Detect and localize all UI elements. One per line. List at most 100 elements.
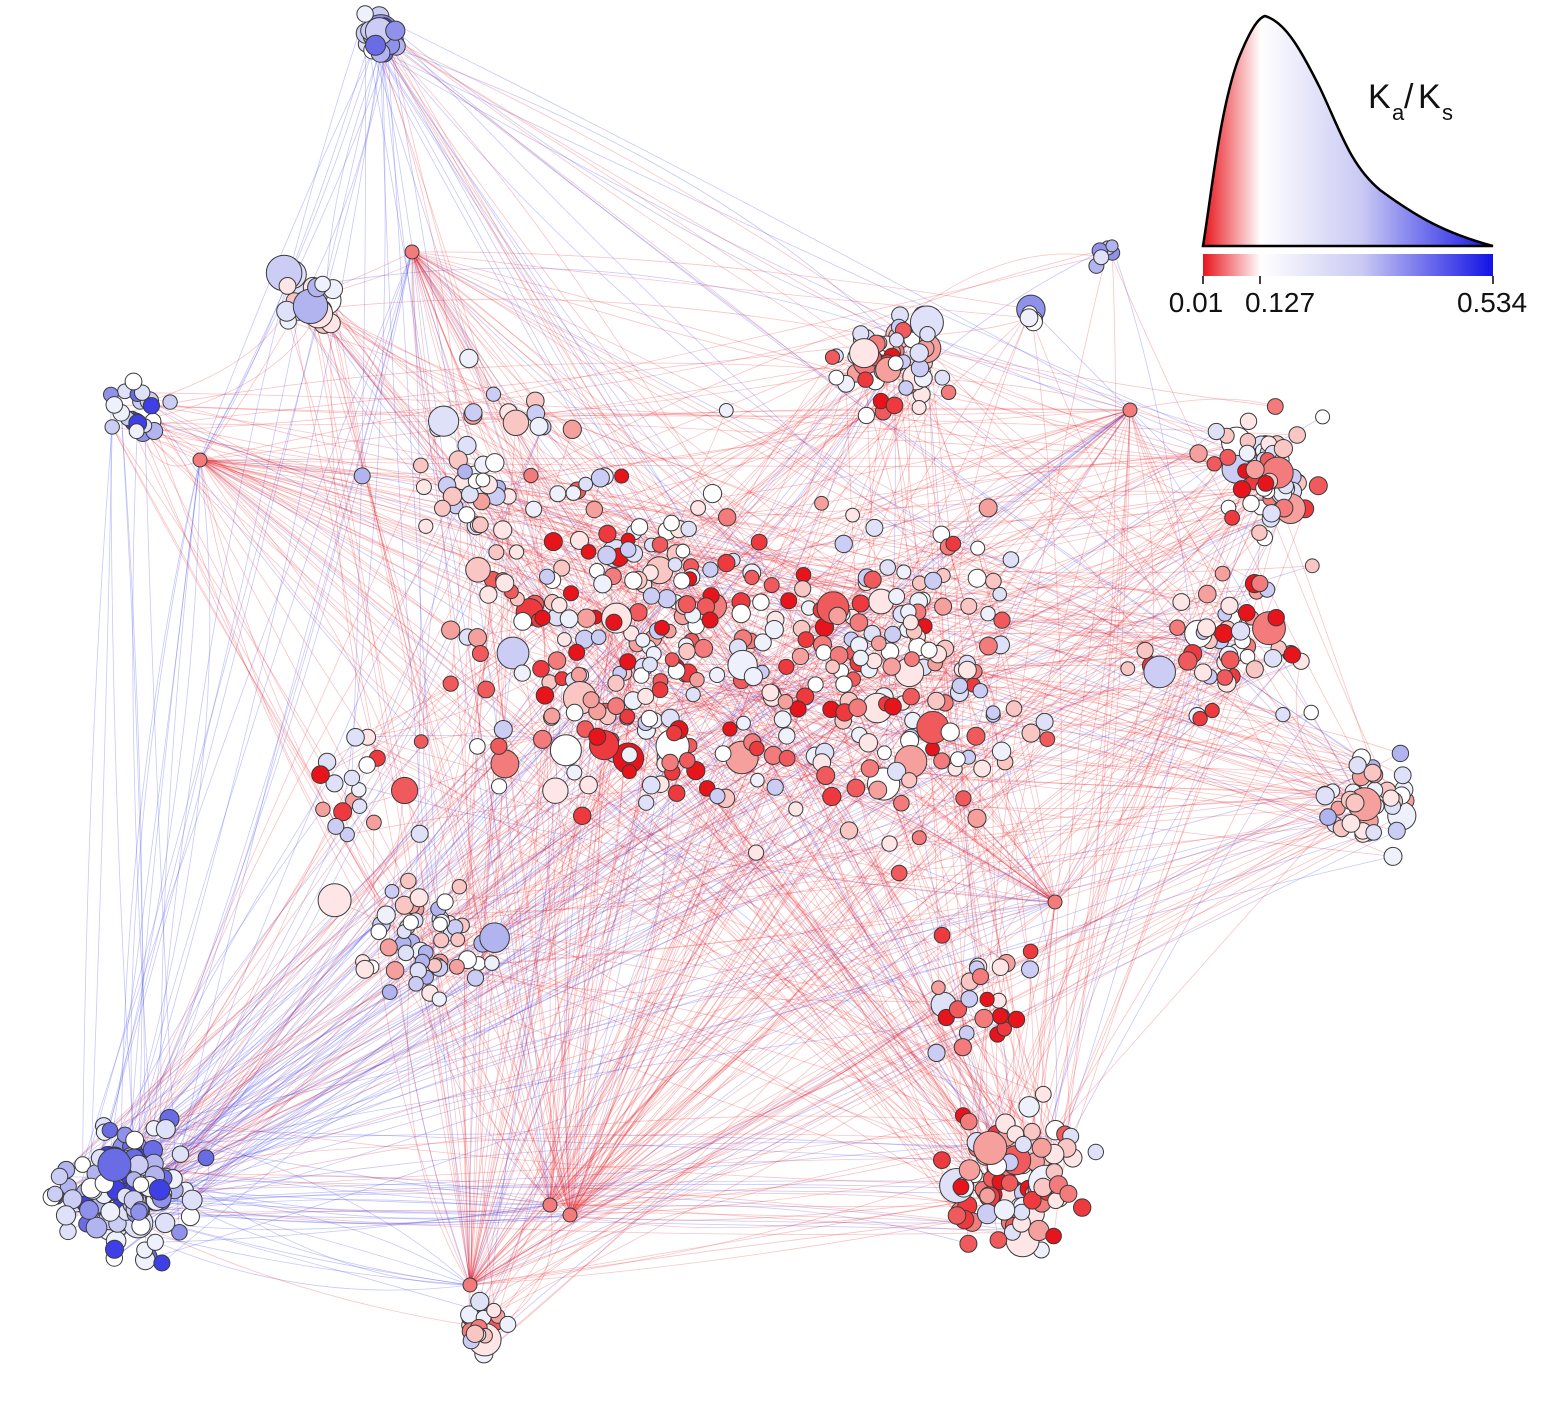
edge	[99, 30, 384, 1159]
edge	[114, 483, 1266, 1158]
edge	[103, 459, 201, 1195]
edge	[549, 1115, 964, 1206]
edge	[712, 493, 1056, 903]
network-node	[582, 691, 600, 709]
network-node	[100, 1201, 121, 1222]
edge	[469, 575, 944, 1286]
color-bar	[1203, 254, 1493, 276]
network-node	[1341, 814, 1361, 833]
network-node	[927, 1043, 946, 1063]
edge	[364, 13, 461, 684]
network-node	[484, 955, 500, 971]
edge	[740, 556, 873, 603]
edge	[129, 27, 385, 1157]
edge	[441, 823, 1352, 923]
network-node	[885, 396, 904, 415]
edge	[199, 459, 1257, 593]
network-node	[825, 659, 840, 675]
edge	[1129, 409, 1252, 619]
edge	[469, 795, 1326, 1286]
network-node	[565, 485, 582, 501]
edge	[121, 412, 869, 744]
edge	[483, 816, 1329, 1319]
edge	[469, 1000, 1000, 1286]
edge	[380, 37, 954, 545]
edge	[149, 363, 896, 1187]
network-node	[576, 608, 597, 628]
edge	[378, 16, 964, 1048]
network-node	[857, 371, 874, 388]
edge	[488, 405, 895, 595]
network-node	[950, 751, 966, 768]
network-node	[1031, 1137, 1052, 1158]
edge	[411, 251, 479, 964]
edge	[373, 822, 471, 1286]
edge	[377, 32, 1228, 630]
edge	[941, 507, 1285, 762]
edge	[1053, 485, 1275, 1172]
edge	[411, 251, 962, 1212]
network-node	[365, 34, 386, 56]
edge	[1064, 633, 1199, 1135]
edge	[199, 252, 1113, 461]
network-node	[1391, 744, 1410, 763]
edge	[508, 496, 1229, 656]
edge	[154, 795, 1402, 1177]
network-node	[778, 658, 795, 675]
network-node	[74, 1156, 91, 1173]
edge	[569, 647, 1279, 1216]
network-node	[972, 683, 988, 699]
edge	[569, 483, 1267, 1216]
edge	[484, 675, 582, 1336]
network-node	[991, 958, 1010, 977]
edge	[956, 489, 1243, 1216]
edge	[469, 816, 1366, 1286]
edge	[107, 776, 1362, 1158]
network-node	[465, 557, 491, 583]
network-node	[816, 766, 836, 785]
edge	[126, 383, 847, 1213]
network-node	[128, 423, 145, 440]
edge	[109, 1129, 551, 1206]
edge	[149, 720, 914, 1187]
edge	[698, 498, 1271, 522]
network-node	[709, 667, 726, 683]
edge	[404, 680, 742, 906]
network-node	[1231, 621, 1251, 641]
edge	[411, 251, 575, 773]
edge	[469, 672, 1204, 1286]
network-node	[1021, 960, 1039, 979]
network-node	[993, 1199, 1016, 1221]
edge	[469, 717, 552, 1286]
edge	[88, 1183, 1051, 1211]
network-node	[466, 969, 485, 987]
network-node	[661, 753, 679, 772]
edge	[611, 492, 1283, 741]
network-node	[743, 667, 764, 687]
network-node	[940, 384, 957, 400]
network-node	[428, 405, 460, 437]
edge	[419, 648, 946, 899]
network-node	[485, 453, 505, 473]
edge	[480, 409, 1131, 491]
edge	[1054, 537, 1265, 903]
network-node	[457, 463, 473, 480]
edge	[469, 696, 806, 1286]
network-node	[848, 698, 868, 718]
edge	[411, 251, 912, 623]
network-node	[657, 589, 677, 609]
network-node	[973, 1130, 1008, 1166]
edge	[199, 459, 1228, 630]
edge	[469, 639, 565, 1286]
network-node	[951, 677, 969, 694]
network-node	[828, 369, 845, 386]
edge	[320, 618, 570, 776]
edge	[411, 251, 421, 921]
network-node	[911, 830, 927, 846]
network-node	[1224, 509, 1240, 526]
edge	[322, 267, 912, 341]
edge	[1042, 409, 1131, 1188]
network-node	[590, 629, 607, 646]
edge	[124, 390, 1248, 647]
network-node	[542, 1197, 558, 1213]
